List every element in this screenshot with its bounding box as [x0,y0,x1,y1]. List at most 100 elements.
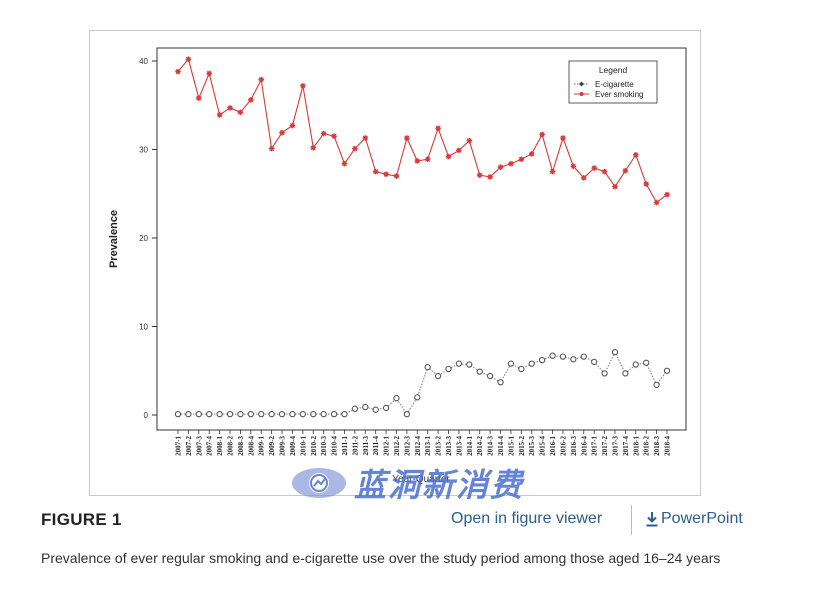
x-tick-label: 2007-4 [206,436,214,456]
x-tick-label: 2017-1 [591,436,599,456]
x-tick-label: 2011-1 [341,436,349,456]
ecig-point [445,365,452,373]
smoking-point [372,168,379,175]
x-tick-label: 2007-1 [175,436,183,456]
x-tick-label: 2016-4 [580,436,588,456]
ecig-point [611,349,619,356]
smoking-point [414,158,421,164]
y-tick-label: 0 [144,411,149,420]
ecig-point [476,368,483,375]
x-tick-label: 2009-3 [279,436,287,456]
ecig-point [643,359,650,366]
smoking-point [237,109,244,116]
ecig-point [455,360,463,367]
x-tick-label: 2017-3 [611,436,619,456]
x-tick-label: 2018-1 [632,436,640,456]
x-tick-label: 2014-3 [487,436,495,456]
smoking-point [404,135,410,141]
x-tick-label: 2014-4 [497,436,505,456]
x-tick-label: 2010-2 [310,436,318,456]
ecig-series [174,349,671,418]
y-tick-label: 30 [139,146,148,155]
ecig-point [393,395,400,402]
download-icon [646,512,658,527]
ecig-point [663,367,671,374]
smoking-point [570,163,577,170]
ecig-point [507,360,515,367]
smoking-point [362,135,369,141]
smoking-point [601,168,608,175]
ecig-point [330,410,338,418]
smoking-point [424,156,431,163]
smoking-point [476,172,483,178]
x-tick-label: 2008-3 [237,436,245,456]
x-tick-label: 2012-1 [383,436,391,456]
legend-ecig-label: E-cigarette [595,80,634,89]
ecig-point [424,364,431,371]
ecig-point [382,404,390,412]
ecig-point [185,410,192,418]
ecig-point [351,405,359,412]
legend-box [568,60,658,104]
ecig-point [434,372,442,380]
smoking-point [549,168,556,175]
chart-circle-logo-icon [292,468,346,498]
x-tick-label: 2009-2 [268,436,276,456]
x-tick-label: 2010-3 [320,436,328,456]
smoking-point [445,153,452,160]
x-tick-label: 2016-2 [559,436,567,456]
smoking-point [580,175,587,181]
smoking-point [383,171,389,178]
x-tick-label: 2007-2 [185,436,193,456]
powerpoint-label: PowerPoint [661,510,743,527]
x-tick-label: 2009-1 [258,436,266,456]
x-tick-label: 2018-2 [643,436,651,456]
x-tick-label: 2012-2 [393,436,401,456]
x-tick-label: 2017-4 [622,436,630,456]
smoking-point [300,82,306,89]
ecig-point [653,381,660,389]
ecig-point [226,410,234,418]
y-tick-label: 20 [139,234,148,243]
figure-caption: Prevalence of ever regular smoking and e… [41,550,721,566]
ecig-point [403,410,411,418]
ecig-point [549,352,556,359]
ecig-point [414,394,421,401]
x-tick-label: 2015-2 [518,436,526,456]
ecig-point [247,410,254,418]
x-tick-label: 2011-4 [372,436,380,456]
x-tick-label: 2015-3 [528,436,536,456]
smoking-point [279,129,285,136]
smoking-point [320,130,327,137]
ecig-point [268,410,275,418]
series-layer [174,56,671,418]
y-axis-label: Prevalence [108,210,120,268]
smoking-point [497,164,504,170]
x-tick-label: 2008-2 [227,436,235,456]
smoking-point [185,56,192,63]
smoking-point [341,160,348,167]
smoking-point [643,181,649,187]
x-tick-label: 2012-3 [403,436,411,456]
y-tick-label: 40 [139,57,148,66]
ecig-point [486,372,494,380]
smoking-point [612,183,618,190]
powerpoint-download-link[interactable]: PowerPoint [645,510,743,528]
x-tick-label: 2011-3 [362,436,370,456]
x-tick-label: 2016-1 [549,436,557,456]
watermark-text: 蓝洞新消费 [354,466,525,504]
x-tick-label: 2007-3 [195,436,203,456]
ecig-point [310,410,317,418]
ecig-point [195,410,202,418]
open-in-figure-viewer-link[interactable]: Open in figure viewer [451,510,603,527]
figure-frame: 0 10 20 30 40 2007-1 2007-2 2007-3 2007-4 2008-1… [89,30,701,496]
ecig-point [341,410,348,418]
x-tick-label: 2016-3 [570,436,578,456]
ecig-point [372,406,379,413]
smoking-series [175,56,670,206]
x-tick-label: 2018-3 [653,436,661,456]
smoking-point [258,76,265,83]
x-tick-label: 2010-1 [299,436,307,456]
ecig-point [278,410,286,418]
x-tick-label: 2015-4 [539,436,547,456]
